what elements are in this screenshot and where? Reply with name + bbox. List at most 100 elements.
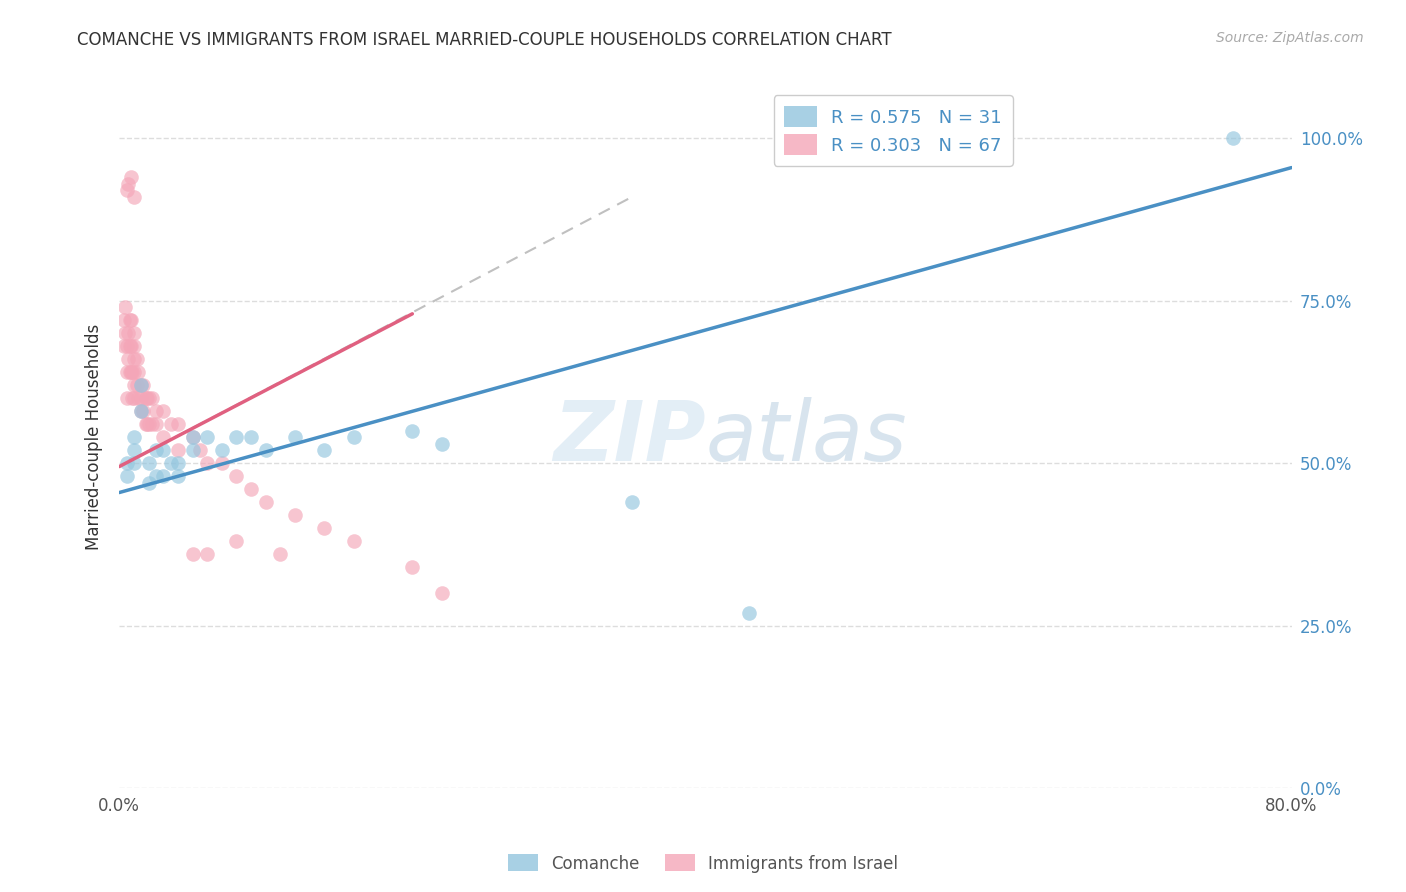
Point — [122, 365, 145, 379]
Point — [181, 430, 204, 444]
Point — [152, 430, 174, 444]
Point — [284, 430, 307, 444]
Point — [127, 365, 149, 379]
Point — [145, 404, 167, 418]
Point — [167, 456, 190, 470]
Point — [118, 313, 141, 327]
Point — [225, 469, 247, 483]
Point — [141, 417, 163, 432]
Point — [120, 365, 142, 379]
Point — [122, 443, 145, 458]
Point — [269, 547, 291, 561]
Point — [127, 392, 149, 406]
Point — [343, 534, 366, 549]
Point — [129, 378, 152, 392]
Point — [152, 404, 174, 418]
Point — [167, 469, 190, 483]
Point — [195, 547, 218, 561]
Point — [122, 352, 145, 367]
Point — [195, 456, 218, 470]
Point — [115, 183, 138, 197]
Point — [181, 443, 204, 458]
Legend: Comanche, Immigrants from Israel: Comanche, Immigrants from Israel — [502, 847, 904, 880]
Point — [284, 508, 307, 523]
Point — [115, 469, 138, 483]
Point — [225, 534, 247, 549]
Legend: R = 0.575   N = 31, R = 0.303   N = 67: R = 0.575 N = 31, R = 0.303 N = 67 — [773, 95, 1012, 166]
Point — [114, 326, 136, 341]
Point — [118, 365, 141, 379]
Point — [152, 469, 174, 483]
Point — [621, 495, 644, 509]
Point — [122, 339, 145, 353]
Point — [118, 339, 141, 353]
Point — [138, 456, 160, 470]
Point — [135, 417, 157, 432]
Point — [129, 404, 152, 418]
Point — [121, 392, 143, 406]
Point — [132, 404, 155, 418]
Point — [141, 392, 163, 406]
Point — [117, 177, 139, 191]
Point — [430, 586, 453, 600]
Point — [254, 443, 277, 458]
Point — [129, 392, 152, 406]
Point — [254, 495, 277, 509]
Point — [240, 483, 263, 497]
Point — [136, 417, 159, 432]
Point — [145, 443, 167, 458]
Point — [120, 339, 142, 353]
Point — [343, 430, 366, 444]
Text: Source: ZipAtlas.com: Source: ZipAtlas.com — [1216, 31, 1364, 45]
Point — [121, 365, 143, 379]
Point — [122, 392, 145, 406]
Point — [138, 392, 160, 406]
Point — [145, 469, 167, 483]
Point — [138, 417, 160, 432]
Point — [132, 378, 155, 392]
Point — [136, 392, 159, 406]
Text: COMANCHE VS IMMIGRANTS FROM ISRAEL MARRIED-COUPLE HOUSEHOLDS CORRELATION CHART: COMANCHE VS IMMIGRANTS FROM ISRAEL MARRI… — [77, 31, 891, 49]
Point — [138, 475, 160, 490]
Y-axis label: Married-couple Households: Married-couple Households — [86, 324, 103, 550]
Point — [112, 313, 135, 327]
Point — [738, 606, 761, 620]
Point — [122, 190, 145, 204]
Point — [159, 417, 181, 432]
Point — [430, 437, 453, 451]
Point — [211, 443, 233, 458]
Point — [120, 313, 142, 327]
Point — [115, 339, 138, 353]
Point — [122, 430, 145, 444]
Point — [115, 365, 138, 379]
Point — [401, 560, 423, 574]
Point — [117, 352, 139, 367]
Point — [125, 352, 148, 367]
Point — [240, 430, 263, 444]
Point — [122, 378, 145, 392]
Point — [115, 456, 138, 470]
Point — [135, 392, 157, 406]
Point — [225, 430, 247, 444]
Point — [125, 378, 148, 392]
Point — [129, 378, 152, 392]
Point — [181, 547, 204, 561]
Point — [167, 417, 190, 432]
Point — [115, 392, 138, 406]
Text: ZIP: ZIP — [553, 397, 706, 478]
Point — [152, 443, 174, 458]
Point — [114, 301, 136, 315]
Point — [167, 443, 190, 458]
Point — [188, 443, 211, 458]
Point — [181, 430, 204, 444]
Point — [145, 417, 167, 432]
Point — [314, 521, 336, 535]
Point — [211, 456, 233, 470]
Point — [1222, 131, 1244, 145]
Point — [314, 443, 336, 458]
Point — [117, 326, 139, 341]
Point — [195, 430, 218, 444]
Point — [122, 456, 145, 470]
Point — [159, 456, 181, 470]
Point — [401, 424, 423, 438]
